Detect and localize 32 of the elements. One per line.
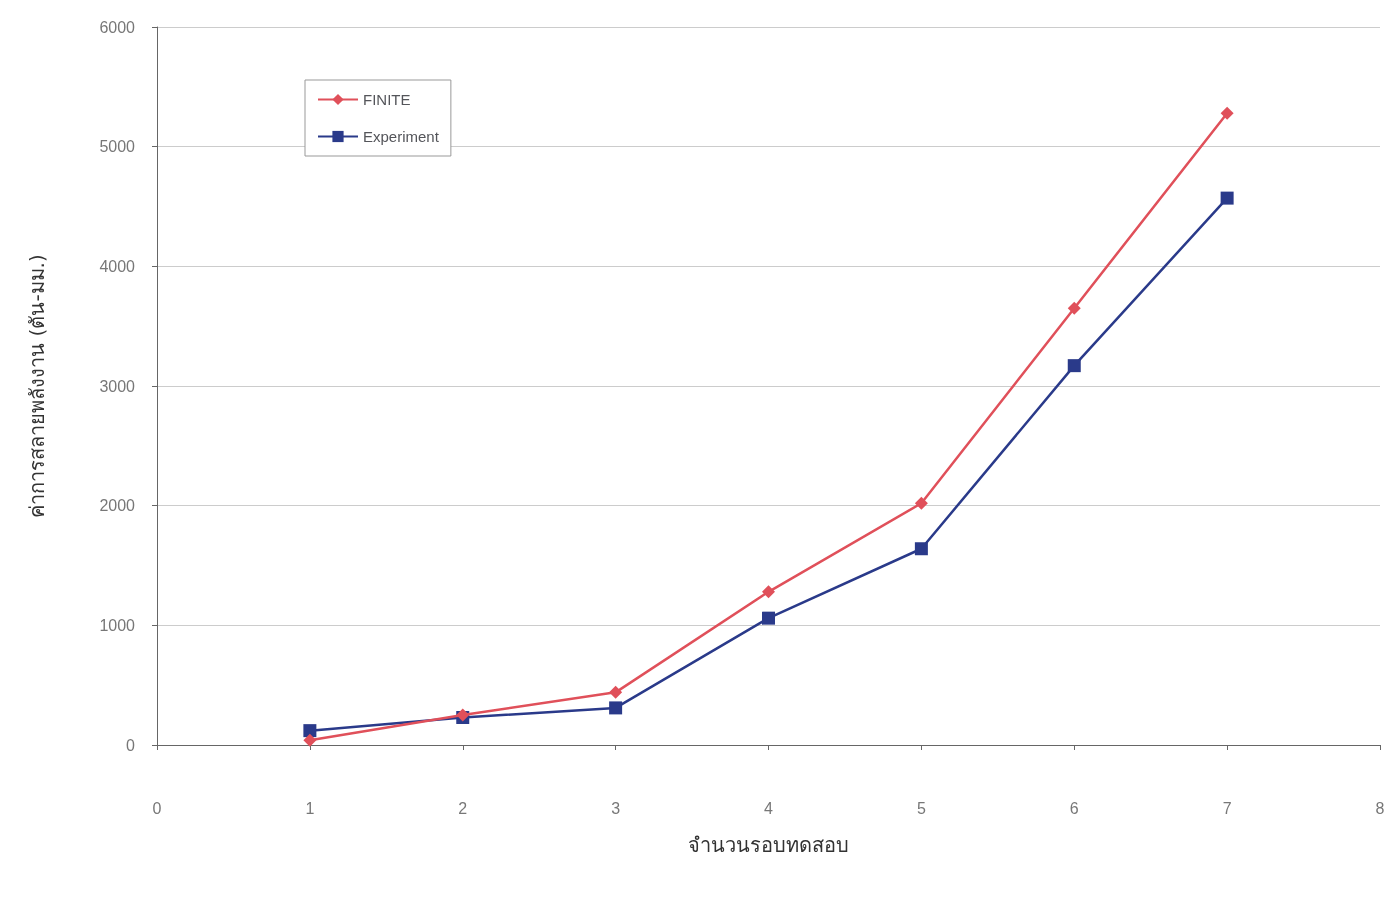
y-tick-label: 5000	[99, 138, 136, 156]
y-axis-title: ค่าการสลายพลังงาน (ตัน-มม.)	[25, 254, 49, 518]
point	[914, 542, 928, 556]
point	[609, 701, 623, 715]
x-tick-label: 0	[152, 799, 162, 817]
legend-label: Experiment	[363, 128, 440, 145]
x-tick-label: 6	[1069, 799, 1079, 817]
x-tick-label: 7	[1222, 799, 1232, 817]
x-tick-label: 3	[611, 799, 621, 817]
point	[914, 496, 928, 510]
point	[762, 585, 775, 599]
x-axis-title: จำนวนรอบทดสอบ	[688, 833, 849, 857]
y-tick-label: 6000	[99, 18, 136, 36]
point	[1220, 191, 1234, 205]
x-tick-label: 2	[458, 799, 468, 817]
x-tick-label: 8	[1375, 799, 1385, 817]
x-tick-label: 4	[764, 799, 774, 817]
point	[1067, 359, 1081, 373]
y-tick-label: 1000	[99, 616, 136, 634]
point	[1220, 106, 1234, 120]
point	[303, 724, 317, 738]
y-tick-label: 4000	[99, 257, 136, 275]
y-tick-label: 0	[126, 736, 136, 754]
x-tick-label: 1	[305, 799, 315, 817]
legend-label: FINITE	[363, 91, 411, 108]
point	[762, 611, 775, 625]
y-tick-label: 2000	[99, 497, 136, 515]
y-tick-label: 3000	[99, 377, 136, 395]
x-tick-label: 5	[916, 799, 926, 817]
point	[303, 733, 317, 747]
point	[1067, 301, 1081, 315]
point	[609, 685, 623, 699]
